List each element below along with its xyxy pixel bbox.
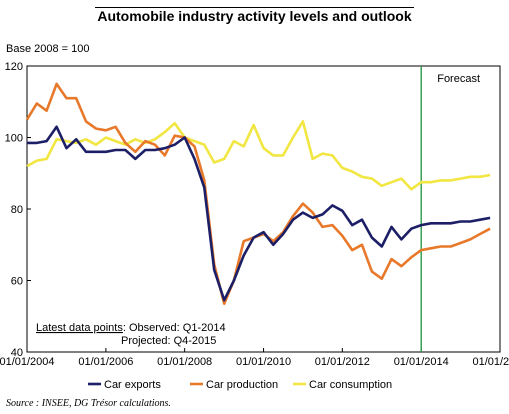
- projected-label: Projected: Q4-2015: [121, 335, 216, 347]
- plot-frame: [26, 65, 501, 353]
- latest-data-annotation: Latest data points: Observed: Q1-2014: [36, 322, 226, 334]
- x-tick-label: 01/01/2016: [472, 356, 509, 368]
- x-tick-label: 01/01/2010: [236, 356, 291, 368]
- legend-label-car-exports: Car exports: [104, 379, 161, 391]
- legend: Car exports Car production Car consumption: [88, 379, 392, 391]
- source-note: Source : INSEE, DG Trésor calculations.: [6, 398, 171, 409]
- y-axis: 40 60 80 100 120: [5, 61, 31, 359]
- legend-label-car-production: Car production: [206, 379, 278, 391]
- series-line-car-consumption: [26, 120, 491, 191]
- x-tick-label: 01/01/2012: [315, 356, 370, 368]
- y-tick-label: 60: [11, 276, 23, 288]
- x-tick-label: 01/01/2004: [0, 356, 55, 368]
- series-line-car-exports: [27, 125, 491, 302]
- latest-data-heading: Latest data points: [36, 322, 123, 334]
- forecast-label: Forecast: [437, 73, 480, 85]
- y-tick-label: 80: [11, 204, 23, 216]
- y-tick-label: 120: [5, 61, 23, 73]
- y-tick-label: 40: [11, 347, 23, 359]
- chart-title: Automobile industry activity levels and …: [95, 7, 414, 24]
- x-tick-label: 01/01/2014: [394, 356, 449, 368]
- legend-label-car-consumption: Car consumption: [309, 379, 392, 391]
- x-axis: 01/01/2004 01/01/2006 01/01/2008 01/01/2010…: [0, 348, 509, 368]
- base-label: Base 2008 = 100: [6, 43, 90, 55]
- y-tick-label: 100: [5, 133, 23, 145]
- series-lines: [25, 82, 491, 306]
- observed-label: : Observed: Q1-2014: [123, 322, 226, 334]
- x-tick-label: 01/01/2006: [78, 356, 133, 368]
- x-tick-label: 01/01/2008: [157, 356, 212, 368]
